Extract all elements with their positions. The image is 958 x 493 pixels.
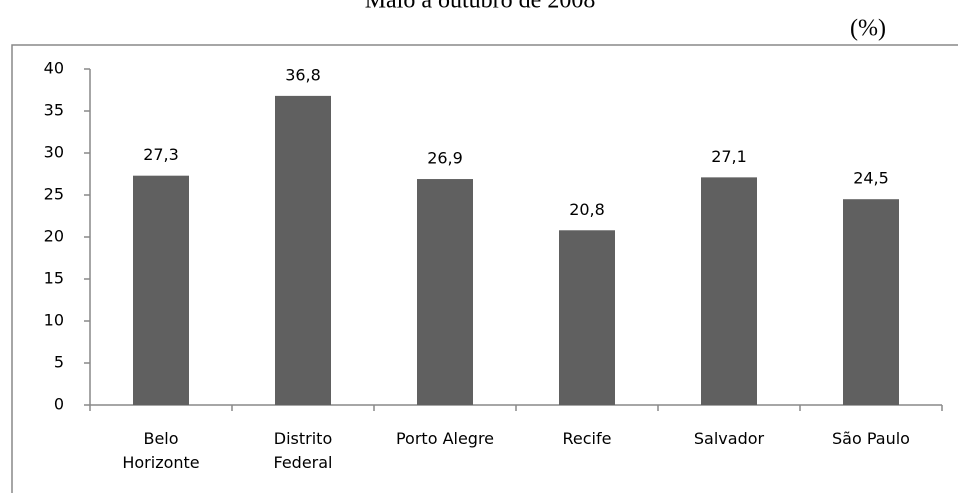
bar — [133, 175, 189, 405]
y-tick-label: 40 — [44, 59, 64, 78]
value-label: 20,8 — [569, 200, 605, 219]
y-tick-label: 0 — [54, 395, 64, 414]
bar — [417, 179, 473, 405]
chart-title: Maio a outubro de 2008 — [365, 0, 596, 14]
y-tick-label: 35 — [44, 101, 64, 120]
x-tick-label: Belo Horizonte — [122, 429, 199, 472]
y-tick-label: 30 — [44, 143, 64, 162]
x-tick-label: São Paulo — [832, 429, 910, 448]
x-tick-label-line: Porto Alegre — [396, 429, 494, 448]
x-tick-label-line: Horizonte — [122, 453, 199, 472]
chart-frame — [11, 44, 958, 493]
x-tick-label-line: Recife — [563, 429, 612, 448]
unit-label: (%) — [850, 16, 886, 42]
x-tick-label: Recife — [563, 429, 612, 448]
x-tick-label-line: Salvador — [694, 429, 765, 448]
y-tick-label: 15 — [44, 269, 64, 288]
y-tick-label: 5 — [54, 353, 64, 372]
value-label: 24,5 — [853, 169, 889, 188]
bar — [701, 177, 757, 405]
x-tick-label: Porto Alegre — [396, 429, 494, 448]
value-label: 27,3 — [143, 145, 179, 164]
value-label: 36,8 — [285, 65, 321, 84]
bar — [275, 95, 331, 405]
x-tick-label-line: Belo — [143, 429, 178, 448]
y-tick-label: 25 — [44, 185, 64, 204]
x-tick-label-line: Federal — [274, 453, 333, 472]
x-tick-label-line: São Paulo — [832, 429, 910, 448]
y-tick-label: 20 — [44, 227, 64, 246]
bar — [559, 230, 615, 405]
x-tick-label-line: Distrito — [274, 429, 332, 448]
y-tick-label: 10 — [44, 311, 64, 330]
x-tick-label: Salvador — [694, 429, 765, 448]
bar — [843, 199, 899, 405]
x-tick-label: Distrito Federal — [274, 429, 333, 472]
value-label: 26,9 — [427, 149, 463, 168]
value-label: 27,1 — [711, 147, 747, 166]
